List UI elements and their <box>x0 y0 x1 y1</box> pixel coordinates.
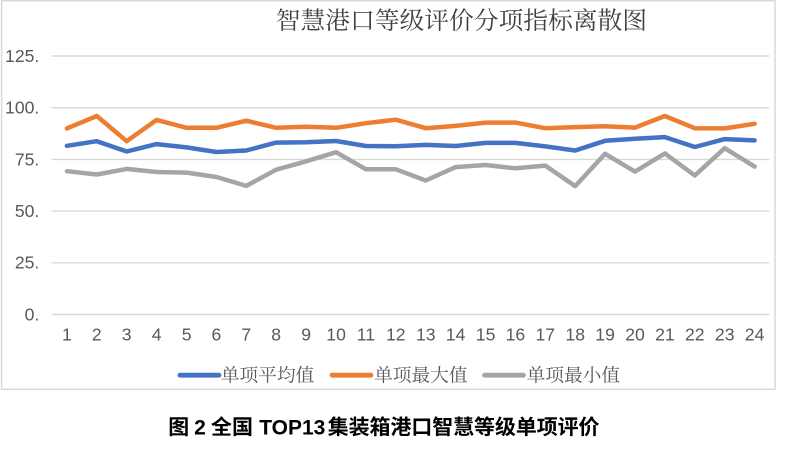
svg-text:TOP13: TOP13 <box>259 416 325 439</box>
svg-text:2: 2 <box>92 324 102 344</box>
svg-text:100.: 100. <box>5 98 39 118</box>
svg-text:24: 24 <box>745 324 765 344</box>
svg-text:10: 10 <box>326 324 346 344</box>
svg-text:23: 23 <box>715 324 735 344</box>
svg-text:15: 15 <box>476 324 496 344</box>
svg-text:3: 3 <box>122 324 132 344</box>
svg-text:22: 22 <box>685 324 705 344</box>
svg-text:16: 16 <box>506 324 526 344</box>
svg-text:0.: 0. <box>25 304 40 324</box>
svg-text:18: 18 <box>565 324 585 344</box>
svg-text:17: 17 <box>536 324 556 344</box>
svg-text:20: 20 <box>625 324 645 344</box>
svg-text:7: 7 <box>241 324 251 344</box>
svg-text:50.: 50. <box>15 201 39 221</box>
svg-text:5: 5 <box>182 324 192 344</box>
svg-text:25.: 25. <box>15 253 39 273</box>
svg-text:6: 6 <box>212 324 222 344</box>
svg-text:21: 21 <box>655 324 675 344</box>
svg-text:11: 11 <box>357 324 375 344</box>
svg-text:8: 8 <box>271 324 281 344</box>
svg-text:12: 12 <box>386 324 406 344</box>
svg-text:14: 14 <box>446 324 466 344</box>
svg-text:13: 13 <box>416 324 436 344</box>
svg-text:19: 19 <box>595 324 615 344</box>
svg-text:9: 9 <box>301 324 311 344</box>
svg-text:1: 1 <box>62 324 72 344</box>
svg-text:125.: 125. <box>5 46 39 66</box>
svg-text:75.: 75. <box>15 149 39 169</box>
svg-text:4: 4 <box>152 324 162 344</box>
svg-text:2: 2 <box>194 416 206 439</box>
